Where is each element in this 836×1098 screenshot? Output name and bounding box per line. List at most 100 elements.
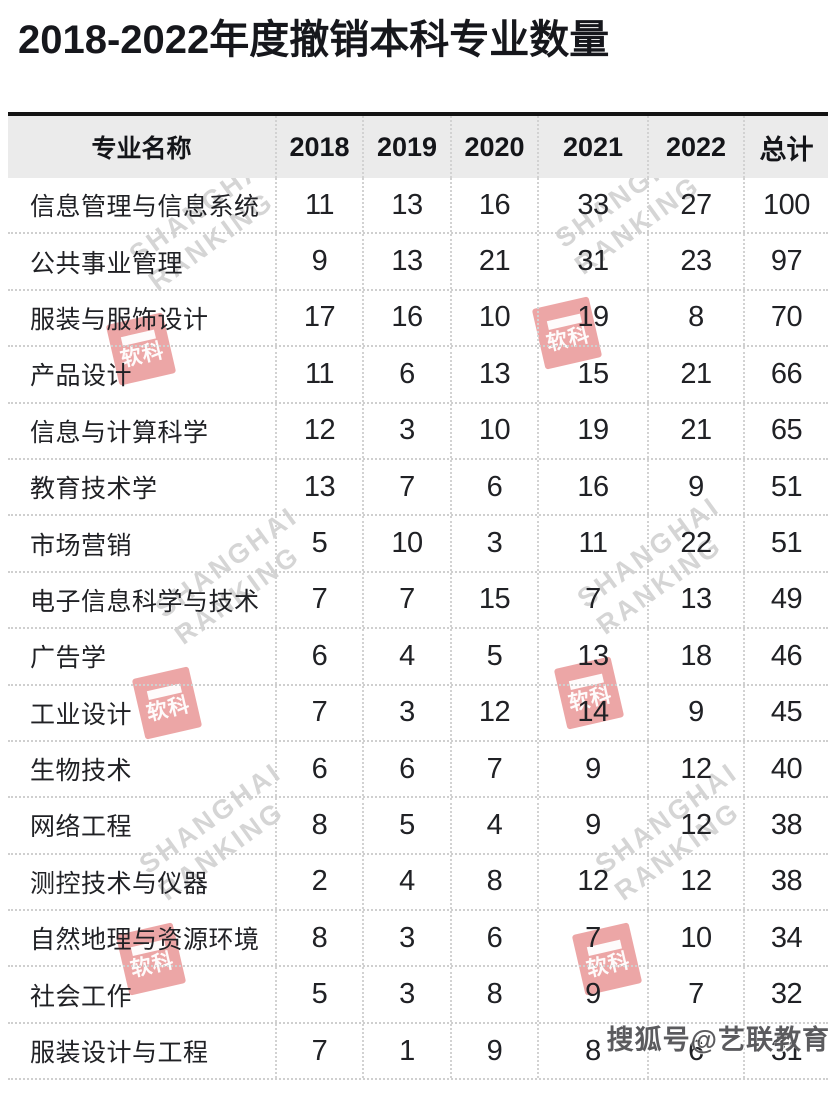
value-cell: 38 bbox=[743, 854, 828, 910]
column-header-total: 总计 bbox=[743, 116, 828, 178]
value-cell: 51 bbox=[743, 459, 828, 515]
major-name-cell: 自然地理与资源环境 bbox=[30, 926, 260, 955]
major-name-cell: 服装设计与工程 bbox=[30, 1039, 209, 1068]
value-cell: 14 bbox=[537, 685, 647, 740]
value-cell: 19 bbox=[537, 290, 647, 346]
major-name-cell: 服装与服饰设计 bbox=[30, 305, 209, 334]
value-cell: 11 bbox=[275, 178, 362, 233]
column-header-2021: 2021 bbox=[537, 116, 647, 178]
value-cell: 22 bbox=[647, 516, 743, 571]
table-row: 信息管理与信息系统 11 13 16 33 27 100 bbox=[8, 178, 828, 235]
sohu-account-watermark: 搜狐号@艺联教育 bbox=[606, 1025, 830, 1055]
value-cell: 16 bbox=[450, 178, 537, 233]
value-cell: 21 bbox=[647, 403, 743, 458]
value-cell: 15 bbox=[450, 572, 537, 628]
value-cell: 3 bbox=[362, 911, 450, 966]
value-cell: 8 bbox=[450, 967, 537, 1022]
value-cell: 8 bbox=[275, 798, 362, 853]
value-cell: 31 bbox=[743, 1023, 828, 1079]
value-cell: 4 bbox=[362, 629, 450, 684]
value-cell: 8 bbox=[537, 1023, 647, 1079]
value-cell: 13 bbox=[362, 178, 450, 233]
value-cell: 4 bbox=[450, 798, 537, 853]
value-cell: 5 bbox=[362, 798, 450, 853]
value-cell: 9 bbox=[537, 798, 647, 853]
value-cell: 3 bbox=[362, 967, 450, 1022]
major-name-cell: 信息与计算科学 bbox=[30, 418, 209, 447]
value-cell: 38 bbox=[743, 798, 828, 853]
value-cell: 23 bbox=[647, 234, 743, 289]
value-cell: 16 bbox=[537, 459, 647, 515]
value-cell: 70 bbox=[743, 290, 828, 346]
value-cell: 10 bbox=[450, 290, 537, 346]
value-cell: 7 bbox=[275, 572, 362, 628]
column-header-major-name: 专业名称 bbox=[91, 135, 192, 163]
value-cell: 13 bbox=[275, 459, 362, 515]
value-cell: 6 bbox=[362, 347, 450, 402]
value-cell: 6 bbox=[450, 911, 537, 966]
value-cell: 6 bbox=[362, 741, 450, 797]
value-cell: 11 bbox=[537, 516, 647, 571]
value-cell: 27 bbox=[647, 178, 743, 233]
major-name-cell: 网络工程 bbox=[30, 813, 133, 842]
table-row: 服装与服饰设计 17 16 10 19 8 70 bbox=[8, 290, 828, 348]
value-cell: 7 bbox=[275, 685, 362, 740]
value-cell: 6 bbox=[647, 1023, 743, 1079]
value-cell: 9 bbox=[647, 685, 743, 740]
table-row: 社会工作 5 3 8 9 7 32 bbox=[8, 967, 828, 1024]
value-cell: 97 bbox=[743, 234, 828, 289]
table-row: 服装设计与工程 7 1 9 8 6 31 bbox=[8, 1023, 828, 1081]
value-cell: 9 bbox=[450, 1023, 537, 1079]
value-cell: 9 bbox=[537, 741, 647, 797]
value-cell: 6 bbox=[275, 741, 362, 797]
table-row: 测控技术与仪器 2 4 8 12 12 38 bbox=[8, 854, 828, 912]
value-cell: 3 bbox=[362, 685, 450, 740]
value-cell: 100 bbox=[743, 178, 828, 233]
value-cell: 7 bbox=[362, 572, 450, 628]
value-cell: 10 bbox=[647, 911, 743, 966]
value-cell: 12 bbox=[537, 854, 647, 910]
value-cell: 12 bbox=[647, 798, 743, 853]
value-cell: 8 bbox=[450, 854, 537, 910]
table-header: 专业名称 2018 2019 2020 2021 2022 总计 bbox=[8, 116, 828, 178]
majors-table: 专业名称 2018 2019 2020 2021 2022 总计 信息管理与信息… bbox=[8, 112, 828, 1081]
value-cell: 7 bbox=[647, 967, 743, 1022]
value-cell: 11 bbox=[275, 347, 362, 402]
value-cell: 46 bbox=[743, 629, 828, 684]
column-header-2020: 2020 bbox=[450, 116, 537, 178]
table-row: 公共事业管理 9 13 21 31 23 97 bbox=[8, 234, 828, 291]
value-cell: 7 bbox=[450, 741, 537, 797]
value-cell: 16 bbox=[362, 290, 450, 346]
value-cell: 9 bbox=[537, 967, 647, 1022]
value-cell: 65 bbox=[743, 403, 828, 458]
major-name-cell: 电子信息科学与技术 bbox=[30, 587, 260, 616]
column-header-2018: 2018 bbox=[275, 116, 362, 178]
value-cell: 18 bbox=[647, 629, 743, 684]
table-row: 市场营销 5 10 3 11 22 51 bbox=[8, 516, 828, 573]
table-header-row: 专业名称 2018 2019 2020 2021 2022 总计 bbox=[8, 116, 828, 178]
value-cell: 32 bbox=[743, 967, 828, 1022]
value-cell: 5 bbox=[450, 629, 537, 684]
table-row: 网络工程 8 5 4 9 12 38 bbox=[8, 798, 828, 855]
value-cell: 8 bbox=[275, 911, 362, 966]
page-title: 2018-2022年度撤销本科专业数量 bbox=[18, 18, 610, 62]
value-cell: 21 bbox=[450, 234, 537, 289]
table-row: 信息与计算科学 12 3 10 19 21 65 bbox=[8, 403, 828, 460]
value-cell: 10 bbox=[362, 516, 450, 571]
value-cell: 3 bbox=[362, 403, 450, 458]
value-cell: 12 bbox=[647, 741, 743, 797]
value-cell: 6 bbox=[275, 629, 362, 684]
table-row: 工业设计 7 3 12 14 9 45 bbox=[8, 685, 828, 742]
value-cell: 13 bbox=[537, 629, 647, 684]
value-cell: 12 bbox=[275, 403, 362, 458]
table-row: 产品设计 11 6 13 15 21 66 bbox=[8, 347, 828, 404]
value-cell: 49 bbox=[743, 572, 828, 628]
table-row: 生物技术 6 6 7 9 12 40 bbox=[8, 741, 828, 799]
value-cell: 12 bbox=[647, 854, 743, 910]
value-cell: 9 bbox=[275, 234, 362, 289]
value-cell: 4 bbox=[362, 854, 450, 910]
value-cell: 7 bbox=[362, 459, 450, 515]
value-cell: 13 bbox=[647, 572, 743, 628]
value-cell: 66 bbox=[743, 347, 828, 402]
value-cell: 2 bbox=[275, 854, 362, 910]
